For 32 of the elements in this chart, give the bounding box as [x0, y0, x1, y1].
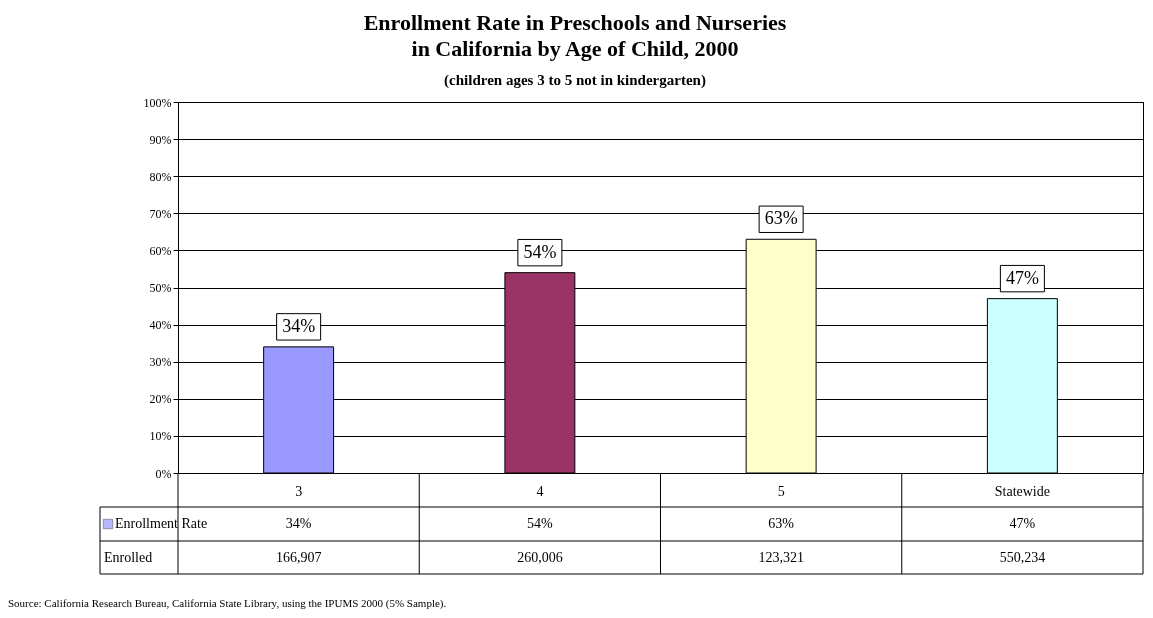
source-note: Source: California Research Bureau, California State Library, using the IPUMS 2000 (5% Sample). — [8, 597, 447, 610]
x-tick-label: 4 — [536, 483, 544, 499]
text: 63% — [764, 208, 798, 229]
text: Enrolled — [104, 549, 153, 565]
text: 550,234 — [999, 549, 1046, 565]
data-label: 54% — [527, 516, 554, 531]
data-label: 47% — [1009, 516, 1036, 531]
y-tick-label: 0% — [155, 466, 172, 481]
y-tick-label: 70% — [149, 206, 172, 221]
x-tick-label: 5 — [777, 483, 785, 499]
text: 47% — [1005, 267, 1039, 288]
x-tick-label: Statewide — [994, 483, 1050, 499]
y-tick-label: 50% — [149, 281, 172, 295]
y-tick-label: 80% — [149, 169, 172, 184]
y-tick-label: 30% — [149, 355, 172, 370]
y-tick-label: 10% — [149, 429, 172, 444]
text: 166,907 — [275, 549, 322, 565]
y-tick-label: 100% — [143, 95, 172, 110]
data-label: 34% — [285, 516, 312, 531]
chart-title: Enrollment Rate in Preschools and Nurseries in California by Age of Child, 2000 — [363, 10, 787, 61]
x-tick-label: 3 — [295, 483, 303, 499]
y-tick-label: 20% — [149, 392, 172, 407]
y-tick-label: 60% — [149, 243, 172, 258]
text: 54% — [523, 241, 557, 262]
legend-label: Enrollment Rate — [115, 516, 208, 531]
text: 34% — [282, 315, 316, 336]
y-tick-label: 40% — [149, 318, 172, 333]
chart-subtitle: (children ages 3 to 5 not in kindergarten) — [444, 72, 706, 89]
text: 260,006 — [517, 549, 563, 565]
text: 123,321 — [758, 549, 804, 565]
data-label: 63% — [768, 516, 795, 531]
y-tick-label: 90% — [149, 132, 172, 147]
